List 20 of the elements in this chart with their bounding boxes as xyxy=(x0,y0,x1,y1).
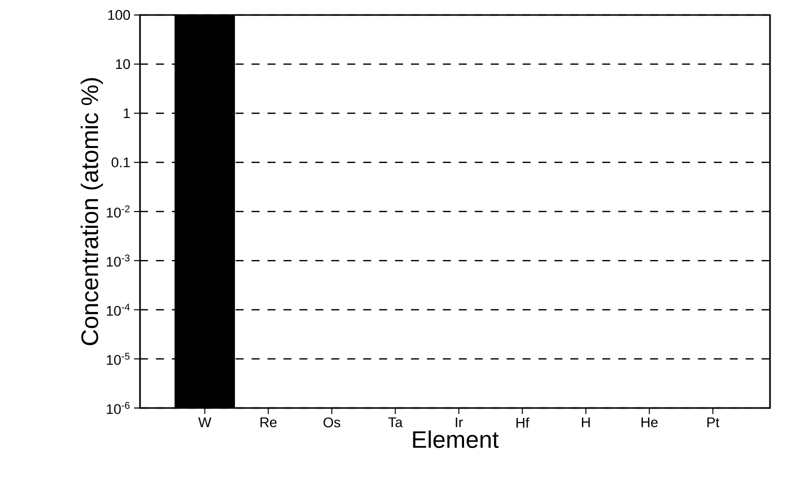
y-tick-label: 10$^{-5}$ xyxy=(106,352,130,365)
x-tick-label: Re xyxy=(260,417,277,428)
y-tick-label: 100 xyxy=(108,10,130,20)
x-tick-label: Pt xyxy=(707,417,720,428)
x-tick-label: Ir xyxy=(456,417,463,428)
y-tick-label: 10$^{-4}$ xyxy=(106,304,130,316)
x-tick-label: He xyxy=(642,417,658,428)
y-tick-label: 10$^{-3}$ xyxy=(106,254,130,267)
x-axis-title: Element xyxy=(413,430,499,448)
x-tick-label: Hf xyxy=(516,417,530,428)
y-tick-label: 0.1 xyxy=(112,157,130,168)
x-tick-label: Ta xyxy=(388,417,403,428)
x-tick-label: Os xyxy=(324,417,340,428)
x-tick-label: W xyxy=(198,417,212,428)
y-tick-label: 1 xyxy=(124,108,130,118)
y-axis-title: Concentration (atomic %) xyxy=(80,78,103,346)
y-tick-label: 10$^{-2}$ xyxy=(106,205,130,218)
y-tick-label: 10 xyxy=(116,59,130,70)
x-tick-label: H xyxy=(582,417,590,428)
y-tick-label: 10$^{-6}$ xyxy=(106,402,130,414)
